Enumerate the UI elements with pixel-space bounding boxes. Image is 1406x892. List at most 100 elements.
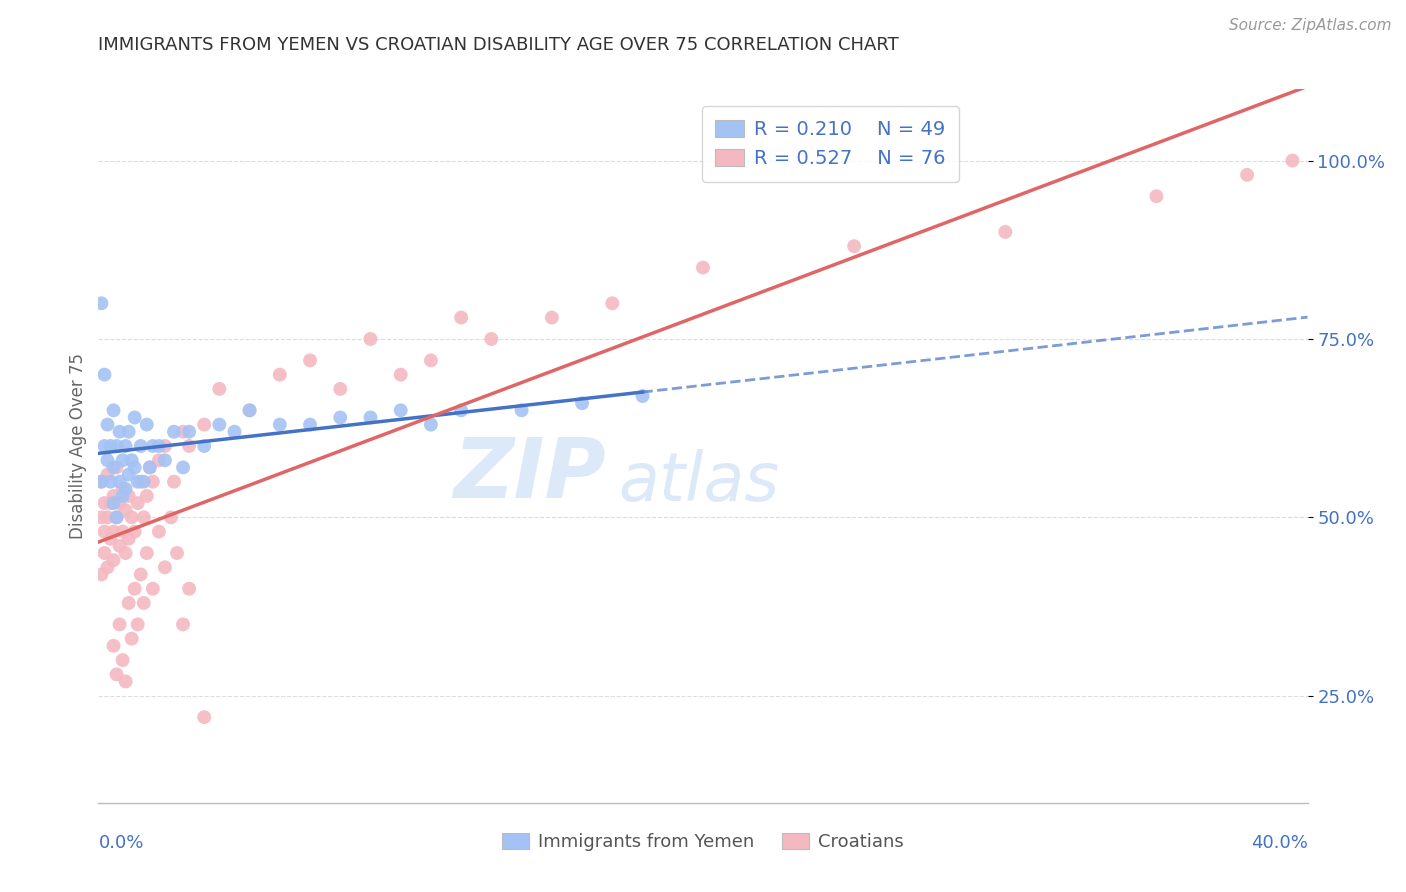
Point [118, 489, 141, 503]
Point [142, 475, 165, 489]
Point [103, 524, 125, 539]
Text: 40.0%: 40.0% [1251, 834, 1308, 852]
Point [153, 439, 176, 453]
Point [166, 546, 188, 560]
Point [179, 439, 201, 453]
Point [96, 453, 118, 467]
Point [269, 417, 291, 432]
Point [172, 617, 194, 632]
Point [124, 582, 146, 596]
Point [193, 439, 215, 453]
Point [100, 475, 122, 489]
Point [114, 546, 136, 560]
Point [148, 439, 170, 453]
Point [111, 482, 134, 496]
Point [148, 453, 170, 467]
Point [114, 439, 136, 453]
Point [114, 482, 136, 496]
Y-axis label: Disability Age Over 75: Disability Age Over 75 [69, 353, 87, 539]
Point [100, 532, 122, 546]
Point [160, 510, 183, 524]
Legend: R = 0.210    N = 49, R = 0.527    N = 76: R = 0.210 N = 49, R = 0.527 N = 76 [702, 106, 959, 182]
Point [208, 382, 231, 396]
Point [329, 410, 352, 425]
Point [111, 489, 134, 503]
Point [93, 368, 115, 382]
Point [540, 310, 562, 325]
Point [93, 546, 115, 560]
Point [224, 425, 246, 439]
Point [103, 496, 125, 510]
Point [90, 567, 112, 582]
Point [108, 539, 131, 553]
Point [103, 639, 125, 653]
Point [114, 674, 136, 689]
Text: IMMIGRANTS FROM YEMEN VS CROATIAN DISABILITY AGE OVER 75 CORRELATION CHART: IMMIGRANTS FROM YEMEN VS CROATIAN DISABI… [98, 36, 900, 54]
Point [179, 425, 201, 439]
Point [105, 460, 128, 475]
Point [142, 439, 165, 453]
Point [994, 225, 1017, 239]
Point [124, 410, 146, 425]
Point [114, 503, 136, 517]
Point [1236, 168, 1258, 182]
Point [360, 332, 382, 346]
Point [108, 617, 131, 632]
Point [127, 617, 149, 632]
Point [121, 632, 143, 646]
Point [193, 710, 215, 724]
Point [172, 460, 194, 475]
Text: atlas: atlas [619, 449, 779, 515]
Point [172, 425, 194, 439]
Point [103, 553, 125, 567]
Point [148, 524, 170, 539]
Point [193, 417, 215, 432]
Point [129, 475, 152, 489]
Point [90, 296, 112, 310]
Point [100, 496, 122, 510]
Point [121, 510, 143, 524]
Point [118, 532, 141, 546]
Point [132, 475, 155, 489]
Point [153, 560, 176, 574]
Point [105, 510, 128, 524]
Point [163, 475, 186, 489]
Point [179, 582, 201, 596]
Point [103, 489, 125, 503]
Point [111, 453, 134, 467]
Point [135, 417, 157, 432]
Point [450, 403, 472, 417]
Point [1281, 153, 1303, 168]
Point [142, 582, 165, 596]
Point [132, 510, 155, 524]
Point [1144, 189, 1167, 203]
Point [105, 510, 128, 524]
Point [108, 425, 131, 439]
Point [329, 382, 352, 396]
Point [129, 567, 152, 582]
Point [571, 396, 593, 410]
Point [93, 524, 115, 539]
Point [135, 546, 157, 560]
Point [93, 439, 115, 453]
Point [135, 489, 157, 503]
Point [389, 403, 412, 417]
Point [420, 353, 443, 368]
Point [90, 475, 112, 489]
Point [510, 403, 533, 417]
Point [692, 260, 714, 275]
Point [108, 475, 131, 489]
Point [90, 475, 112, 489]
Point [239, 403, 262, 417]
Point [163, 425, 186, 439]
Point [124, 524, 146, 539]
Point [105, 667, 128, 681]
Point [96, 560, 118, 574]
Point [481, 332, 503, 346]
Point [139, 460, 162, 475]
Point [631, 389, 654, 403]
Point [450, 310, 472, 325]
Point [93, 496, 115, 510]
Point [139, 460, 162, 475]
Point [103, 460, 125, 475]
